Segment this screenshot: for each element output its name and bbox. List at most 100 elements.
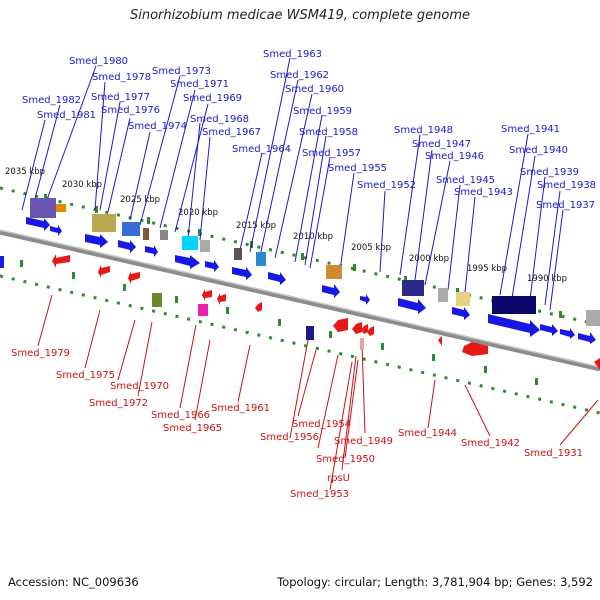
forward-gene-arrow	[50, 225, 62, 236]
gene-block	[30, 198, 56, 218]
forward-leader-lines	[21, 57, 564, 311]
forward-gene-label: Smed_1955	[328, 163, 387, 174]
reverse-gene-label: Smed_1979	[11, 348, 70, 359]
gene-block	[326, 265, 342, 279]
kbp-label: 2035 kbp	[5, 167, 45, 177]
topology-label: Topology: circular; Length: 3,781,904 bp…	[277, 575, 593, 589]
forward-gene-label: Smed_1937	[536, 200, 595, 211]
forward-gene-arrow	[268, 272, 286, 285]
gene-block	[438, 288, 448, 302]
forward-gene-arrow	[578, 332, 596, 344]
gene-block	[306, 326, 314, 340]
gene-block	[402, 280, 424, 296]
reverse-gene-label: Smed_1965	[163, 423, 222, 434]
gene-block	[360, 338, 364, 350]
forward-gene-label: Smed_1963	[263, 49, 322, 60]
gene-block	[456, 292, 470, 306]
gene-block	[198, 304, 208, 316]
forward-gene-arrow	[452, 307, 470, 320]
reverse-gene-arrow	[438, 336, 442, 346]
gene-block	[160, 230, 168, 240]
reverse-gene-label: Smed_1961	[211, 403, 270, 414]
forward-gene-label: Smed_1960	[285, 84, 344, 95]
forward-gene-label: Smed_1958	[299, 127, 358, 138]
gene-block	[143, 228, 149, 240]
gene-block	[234, 248, 242, 260]
gene-block	[92, 214, 116, 232]
forward-gene-label: Smed_1941	[501, 124, 560, 135]
gene-block	[56, 204, 66, 212]
gene-block	[256, 252, 266, 266]
kbp-label: 2005 kbp	[351, 243, 391, 253]
reverse-gene-label: Smed_1942	[461, 438, 520, 449]
reverse-gene-label: Smed_1970	[110, 381, 169, 392]
forward-gene-label: Smed_1957	[302, 148, 361, 159]
forward-gene-arrow	[175, 255, 200, 269]
gene-block	[122, 222, 140, 236]
forward-gene-arrow	[398, 298, 426, 314]
gene-block	[492, 296, 536, 314]
reverse-gene-arrow	[98, 265, 110, 278]
backbone-highlight	[0, 229, 600, 368]
kbp-label: 1990 kbp	[527, 274, 567, 284]
forward-gene-arrow	[560, 328, 575, 339]
forward-gene-label: Smed_1938	[537, 180, 596, 191]
reverse-gene-label: Smed_1953	[290, 489, 349, 500]
forward-gene-label: Smed_1977	[91, 92, 150, 103]
forward-gene-label: Smed_1976	[101, 105, 160, 116]
reverse-leader-lines	[37, 294, 599, 491]
forward-gene-label: Smed_1982	[22, 95, 81, 106]
reverse-gene-arrow	[202, 289, 212, 301]
kbp-label: 1995 kbp	[467, 264, 507, 274]
forward-gene-label: Smed_1943	[454, 187, 513, 198]
reverse-gene-label: Smed_1950	[316, 454, 375, 465]
forward-features	[26, 198, 600, 344]
forward-gene-label: Smed_1952	[357, 180, 416, 191]
forward-gene-label: Smed_1959	[293, 106, 352, 117]
forward-gene-label: Smed_1978	[92, 72, 151, 83]
forward-gene-label: Smed_1969	[183, 93, 242, 104]
reverse-gene-label: Smed_1931	[524, 448, 583, 459]
genome-backbone	[0, 229, 600, 372]
forward-gene-label: Smed_1974	[128, 121, 187, 132]
reverse-gene-label: Smed_1954	[292, 419, 351, 430]
forward-gene-label: Smed_1967	[202, 127, 261, 138]
reverse-gene-label: Smed_1949	[334, 436, 393, 447]
kbp-label: 2020 kbp	[178, 208, 218, 218]
forward-gene-arrow	[145, 245, 158, 257]
kbp-label: 2030 kbp	[62, 180, 102, 190]
gene-block	[182, 236, 198, 250]
reverse-gene-arrow	[333, 318, 348, 332]
forward-gene-label: Smed_1948	[394, 125, 453, 136]
kbp-label: 2000 kbp	[409, 254, 449, 264]
forward-gene-label: Smed_1945	[436, 175, 495, 186]
reverse-gene-label: rpsU	[327, 473, 350, 484]
forward-gene-label: Smed_1973	[152, 66, 211, 77]
kbp-label: 2025 kbp	[120, 195, 160, 205]
reverse-gene-label: Smed_1944	[398, 428, 457, 439]
forward-gene-label: Smed_1964	[232, 144, 291, 155]
forward-gene-arrow	[85, 234, 108, 248]
forward-gene-label: Smed_1971	[170, 79, 229, 90]
forward-gene-arrow	[118, 240, 136, 253]
reverse-gene-label: Smed_1956	[260, 432, 319, 443]
forward-gene-label: Smed_1940	[509, 145, 568, 156]
reverse-gene-label: Smed_1966	[151, 410, 210, 421]
reverse-gene-arrow	[52, 254, 70, 268]
forward-gene-arrow	[322, 284, 340, 298]
reverse-features	[0, 254, 600, 370]
forward-gene-label: Smed_1968	[190, 114, 249, 125]
gene-block	[586, 310, 600, 326]
reverse-gene-arrow	[128, 271, 140, 284]
gene-block	[200, 240, 210, 252]
reverse-gene-label: Smed_1975	[56, 370, 115, 381]
accession-label: Accession: NC_009636	[8, 575, 139, 589]
reverse-gene-label: Smed_1972	[89, 398, 148, 409]
forward-gene-arrow	[232, 267, 252, 280]
reverse-gene-arrow	[594, 358, 600, 370]
reverse-gene-arrow	[217, 293, 226, 305]
forward-gene-label: Smed_1980	[69, 56, 128, 67]
forward-gene-arrow	[540, 324, 558, 336]
forward-gene-arrow	[205, 260, 219, 272]
